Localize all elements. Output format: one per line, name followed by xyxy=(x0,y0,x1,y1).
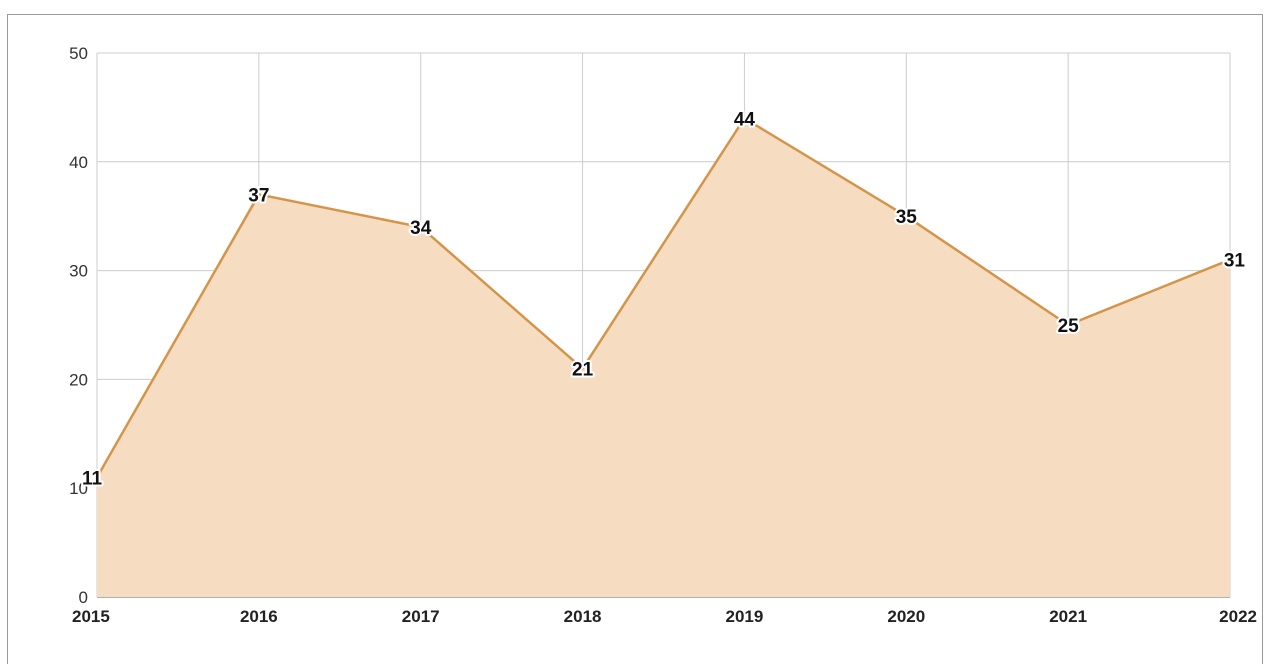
data-label: 34 xyxy=(410,218,432,239)
area-fill xyxy=(97,118,1230,597)
x-axis-ticks: 2015 2016 2017 2018 2019 2020 2021 2022 xyxy=(72,607,1257,626)
data-label: 31 xyxy=(1224,251,1246,272)
x-tick-label: 2015 xyxy=(72,607,110,626)
x-tick-label: 2020 xyxy=(887,607,925,626)
data-label: 11 xyxy=(82,468,103,489)
y-tick-label: 10 xyxy=(69,479,88,498)
x-tick-label: 2021 xyxy=(1049,607,1087,626)
data-label: 21 xyxy=(572,360,594,381)
data-label: 44 xyxy=(734,109,756,130)
y-tick-label: 30 xyxy=(69,262,88,281)
chart-frame xyxy=(7,14,1263,664)
x-tick-label: 2017 xyxy=(402,607,440,626)
y-axis-ticks: 0 10 20 30 40 50 xyxy=(69,44,88,607)
y-tick-label: 40 xyxy=(69,153,88,172)
x-tick-label: 2019 xyxy=(726,607,764,626)
data-labels: 11 37 34 21 44 35 25 31 xyxy=(80,107,1247,491)
data-label: 37 xyxy=(248,185,269,206)
y-tick-label: 20 xyxy=(69,370,88,389)
data-label: 25 xyxy=(1058,316,1080,337)
x-tick-label: 2018 xyxy=(564,607,602,626)
x-tick-label: 2016 xyxy=(240,607,278,626)
data-label: 35 xyxy=(896,207,918,228)
y-tick-label: 50 xyxy=(69,44,88,63)
y-tick-label: 0 xyxy=(79,588,88,607)
series-line xyxy=(95,117,1231,478)
x-tick-label: 2022 xyxy=(1219,607,1257,626)
